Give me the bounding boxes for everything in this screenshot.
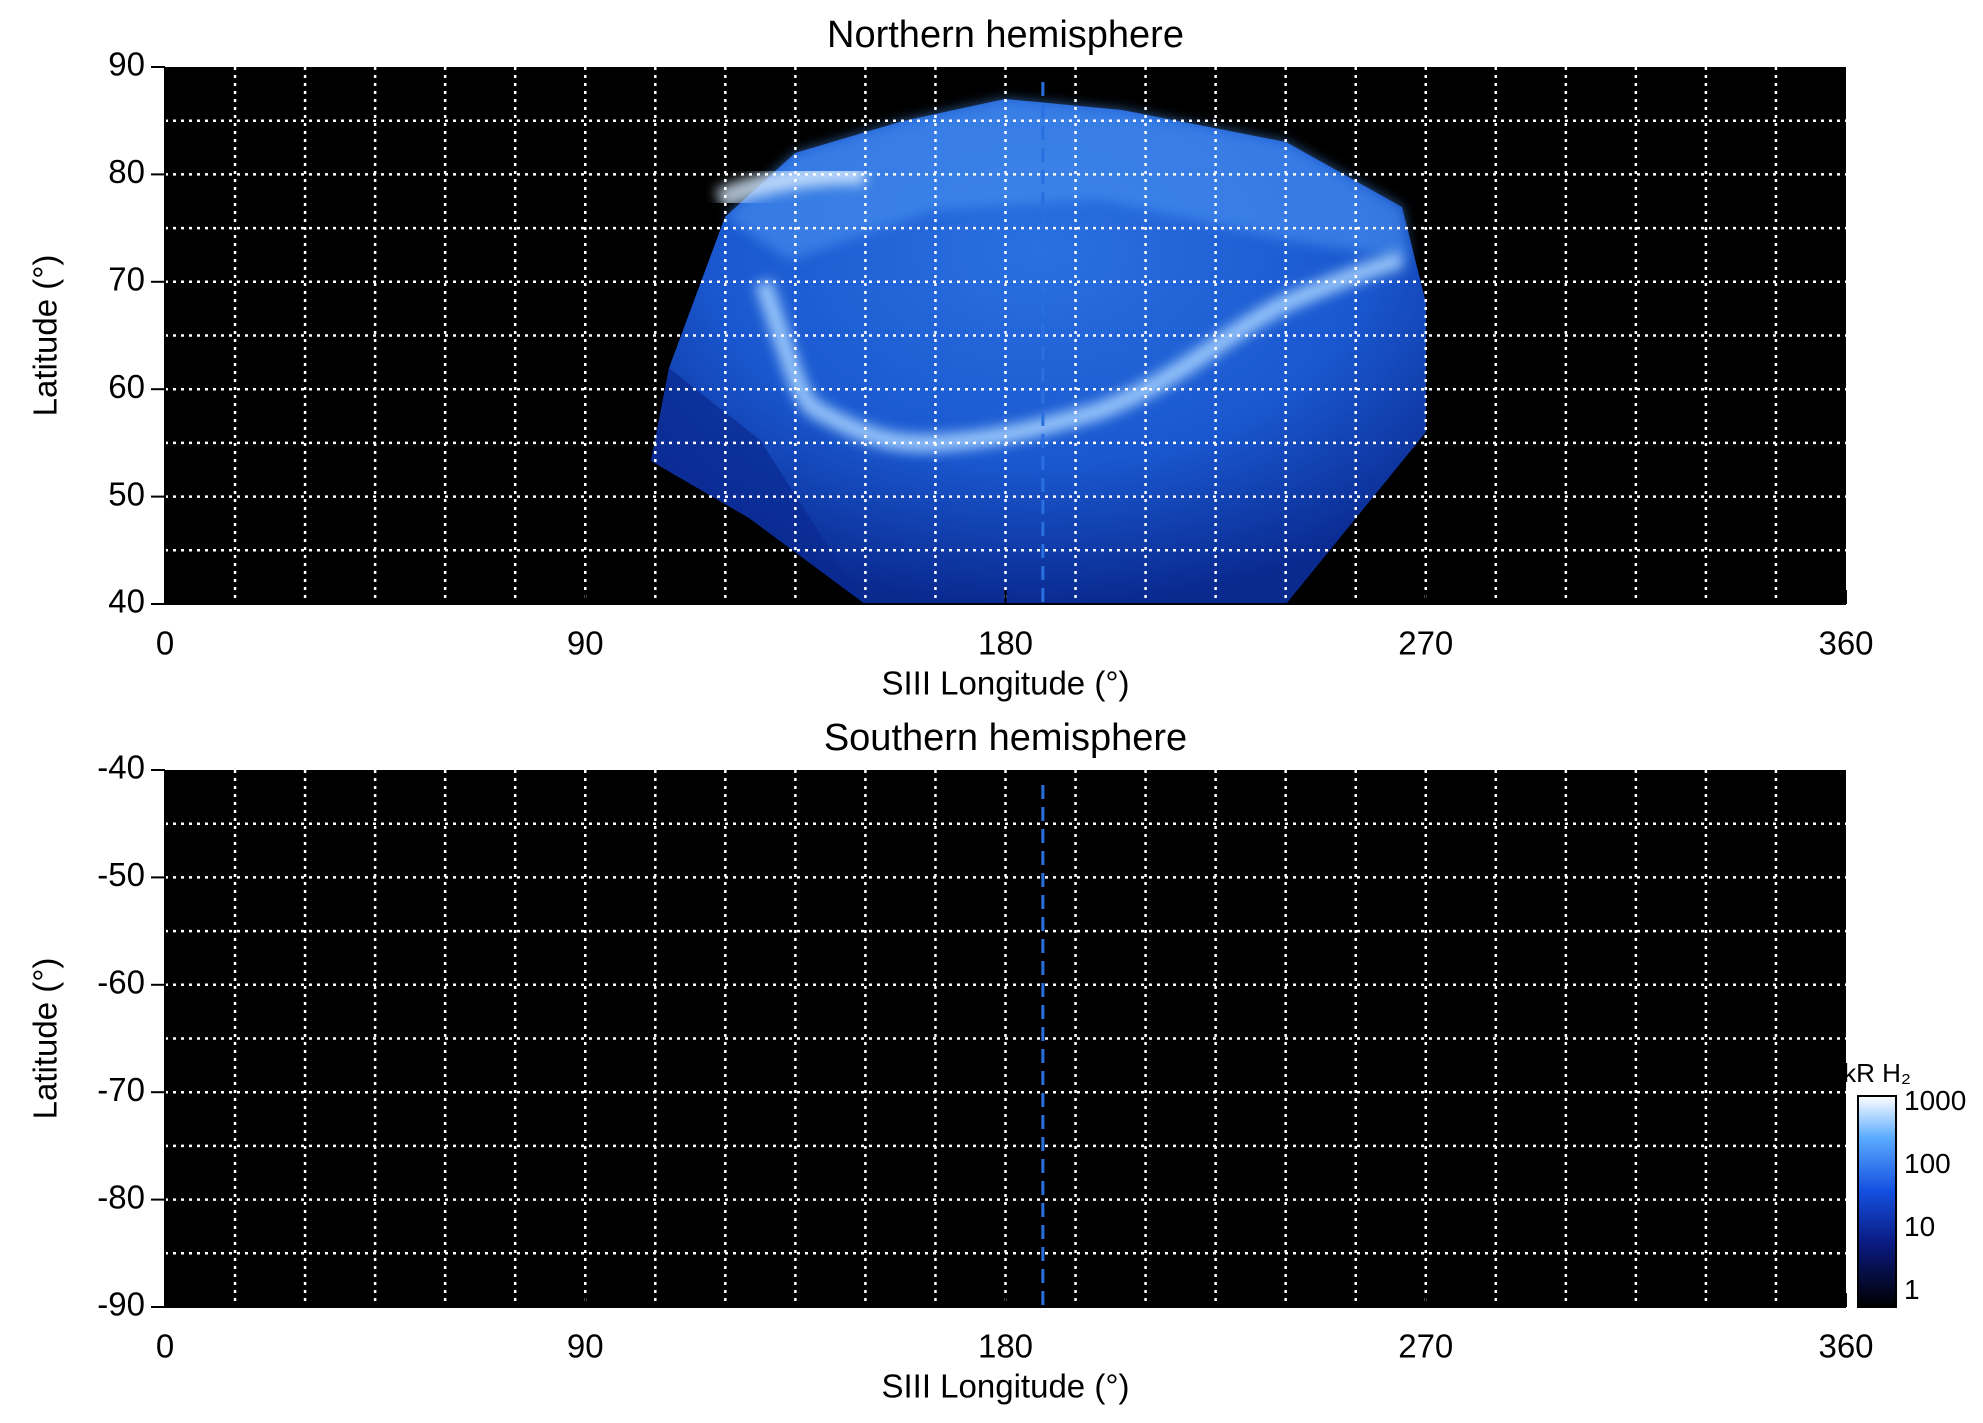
colorbar-tick-label: 10 bbox=[1904, 1211, 1935, 1242]
colorbar-label: kR H₂ bbox=[1843, 1058, 1911, 1088]
y-tick-label: 60 bbox=[108, 368, 145, 405]
y-tick-label: -70 bbox=[97, 1071, 145, 1108]
colorbar-tick-label: 1 bbox=[1904, 1274, 1920, 1305]
y-tick-label: 70 bbox=[108, 261, 145, 298]
y-axis-label: Latitude (°) bbox=[27, 958, 64, 1120]
y-tick-label: -50 bbox=[97, 856, 145, 893]
y-tick-label: -90 bbox=[97, 1286, 145, 1323]
y-tick-label: 80 bbox=[108, 153, 145, 190]
x-axis-label: SIII Longitude (°) bbox=[882, 1368, 1130, 1405]
x-tick-label: 180 bbox=[978, 1328, 1033, 1365]
x-tick-label: 360 bbox=[1818, 625, 1873, 662]
x-tick-label: 360 bbox=[1818, 1328, 1873, 1365]
x-tick-label: 90 bbox=[567, 1328, 604, 1365]
aurora-image bbox=[651, 99, 1426, 604]
x-tick-label: 0 bbox=[156, 1328, 174, 1365]
x-tick-label: 180 bbox=[978, 625, 1033, 662]
y-tick-label: -40 bbox=[97, 749, 145, 786]
y-tick-label: 50 bbox=[108, 475, 145, 512]
y-tick-label: -60 bbox=[97, 964, 145, 1001]
x-tick-label: 90 bbox=[567, 625, 604, 662]
y-tick-label: -80 bbox=[97, 1178, 145, 1215]
x-axis-label: SIII Longitude (°) bbox=[882, 665, 1130, 702]
colorbar-tick-label: 1000 bbox=[1904, 1085, 1966, 1116]
colorbar-tick-label: 100 bbox=[1904, 1148, 1951, 1179]
y-tick-label: 40 bbox=[108, 583, 145, 620]
y-tick-label: 90 bbox=[108, 46, 145, 83]
x-tick-label: 0 bbox=[156, 625, 174, 662]
chart-title: Northern hemisphere bbox=[827, 14, 1184, 56]
x-tick-label: 270 bbox=[1398, 1328, 1453, 1365]
x-tick-label: 270 bbox=[1398, 625, 1453, 662]
colorbar bbox=[1857, 1095, 1897, 1308]
chart-title: Southern hemisphere bbox=[824, 717, 1187, 759]
y-axis-label: Latitude (°) bbox=[27, 255, 64, 417]
